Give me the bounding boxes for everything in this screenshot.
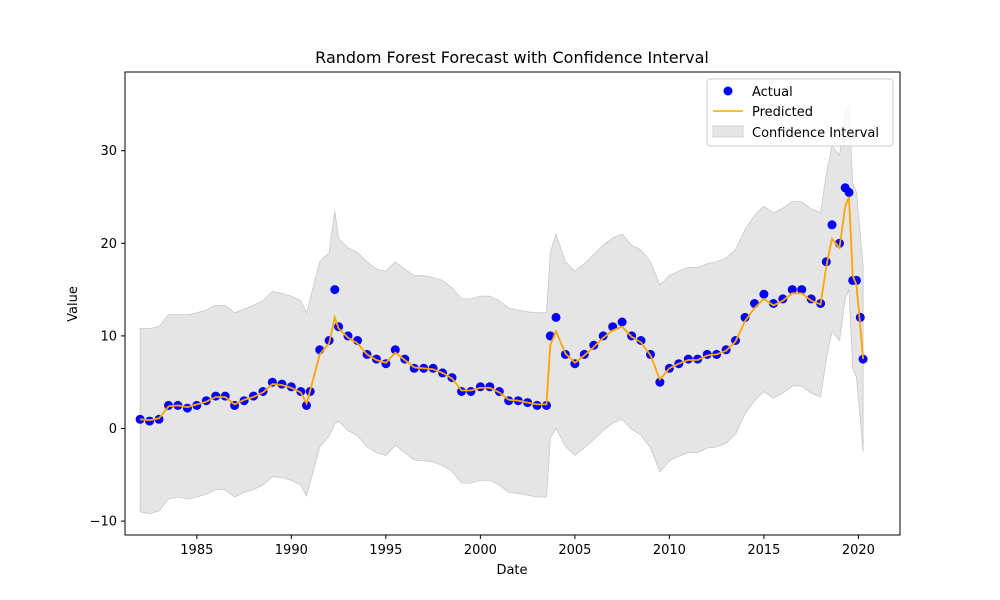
actual-points-layer — [135, 183, 868, 426]
y-tick-label: 20 — [100, 237, 117, 252]
x-tick-label: 2000 — [464, 543, 497, 558]
actual-point — [759, 289, 769, 299]
legend: Actual Predicted Confidence Interval — [706, 78, 894, 147]
actual-point — [390, 345, 400, 355]
legend-actual-label: Actual — [752, 85, 793, 100]
confidence-interval-band — [139, 104, 864, 515]
legend-confidence-label: Confidence Interval — [752, 126, 879, 141]
y-axis-ticks: −10 0 10 20 30 — [90, 144, 125, 530]
actual-point — [330, 285, 340, 295]
x-tick-label: 1985 — [180, 543, 213, 558]
actual-point — [768, 299, 778, 308]
y-tick-label: −10 — [90, 515, 117, 530]
actual-point — [532, 400, 542, 410]
x-tick-label: 2020 — [842, 543, 875, 558]
legend-box — [706, 78, 894, 147]
x-tick-label: 2015 — [747, 543, 780, 558]
x-axis-label: Date — [496, 563, 527, 578]
actual-point — [655, 377, 665, 387]
x-tick-label: 1990 — [275, 543, 308, 558]
actual-point — [797, 285, 807, 295]
actual-point — [457, 387, 466, 396]
actual-point — [475, 382, 485, 392]
actual-point — [636, 336, 646, 345]
actual-point — [740, 312, 750, 322]
chart-title: Random Forest Forecast with Confidence I… — [315, 48, 709, 67]
legend-predicted-label: Predicted — [752, 105, 813, 120]
actual-point — [542, 400, 551, 410]
legend-actual-marker — [723, 86, 733, 96]
actual-point — [551, 312, 561, 322]
actual-point — [827, 220, 837, 230]
legend-confidence-swatch — [712, 125, 744, 138]
y-tick-label: 10 — [100, 329, 117, 344]
actual-point — [154, 414, 164, 424]
actual-point — [589, 340, 599, 350]
x-tick-label: 2005 — [558, 543, 591, 558]
actual-point — [617, 317, 627, 327]
x-tick-label: 2010 — [653, 543, 686, 558]
actual-point — [267, 377, 277, 387]
plot-frame — [124, 71, 901, 536]
predicted-line — [140, 196, 864, 422]
x-tick-label: 1995 — [369, 543, 402, 558]
actual-point — [844, 187, 854, 197]
confidence-band-layer — [139, 104, 864, 515]
predicted-line-layer — [140, 196, 864, 422]
y-tick-label: 0 — [109, 422, 117, 437]
actual-point — [598, 331, 608, 341]
y-axis-label: Value — [66, 286, 81, 322]
y-tick-label: 30 — [100, 144, 117, 159]
actual-point — [787, 285, 797, 295]
actual-point — [466, 387, 476, 396]
actual-point — [750, 299, 759, 308]
x-axis-ticks: 1985 1990 1995 2000 2005 2010 2015 2020 — [180, 535, 875, 558]
